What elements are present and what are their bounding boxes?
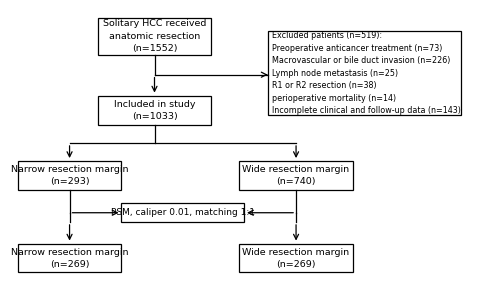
Bar [18,162,122,190]
Text: Solitary HCC received
anatomic resection
(n=1552): Solitary HCC received anatomic resection… [103,19,206,53]
Bar [98,18,211,55]
Bar [240,244,352,273]
Bar [18,244,122,273]
Bar [240,162,352,190]
Bar [122,203,244,222]
Text: Narrow resection margin
(n=293): Narrow resection margin (n=293) [11,165,128,186]
Text: Narrow resection margin
(n=269): Narrow resection margin (n=269) [11,247,128,269]
Bar [98,96,211,124]
Text: Wide resection margin
(n=740): Wide resection margin (n=740) [242,165,350,186]
Text: Wide resection margin
(n=269): Wide resection margin (n=269) [242,247,350,269]
Text: Excluded patients (n=519):
Preoperative anticancer treatment (n=73)
Macrovascula: Excluded patients (n=519): Preoperative … [272,31,462,115]
Text: Included in study
(n=1033): Included in study (n=1033) [114,100,196,121]
Bar [268,31,461,115]
Text: PSM, caliper 0.01, matching 1:1: PSM, caliper 0.01, matching 1:1 [111,208,255,217]
